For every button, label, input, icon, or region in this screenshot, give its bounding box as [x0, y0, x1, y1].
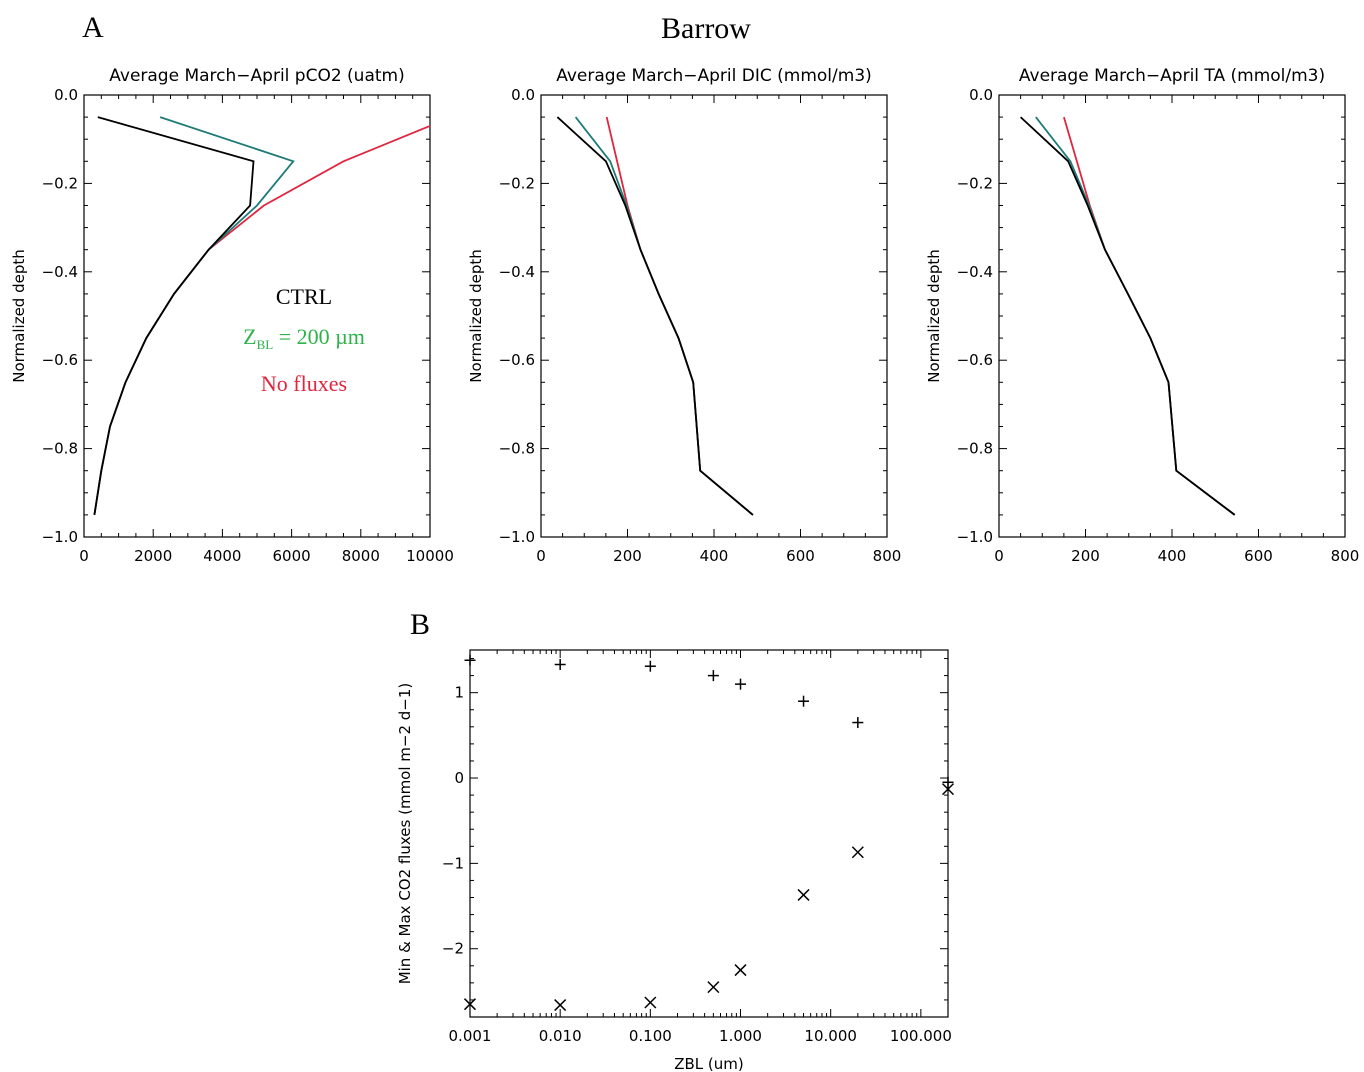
- pco2-xtick-label: 10000: [406, 547, 454, 565]
- pco2-series-zbl: [93, 116, 295, 516]
- chart-pco2: Average March−April pCO2 (uatm) 0 2000 4000…: [10, 66, 454, 565]
- chart-fluxes: 0.001 0.010 0.100 1.000 10.000 100.000 1 0 −1 −2 M…: [396, 649, 955, 1072]
- chart-ta: Average March−April TA (mmol/m3) 0 200 400 6…: [925, 66, 1359, 565]
- max-flux-point: [554, 659, 566, 671]
- legend-zbl-main: Z: [243, 324, 256, 349]
- ta-ytick-label: −0.4: [957, 263, 993, 281]
- fluxes-plot-frame: [469, 649, 949, 1018]
- min-flux-point: [707, 981, 720, 994]
- ta-series-ctrl: [1019, 116, 1236, 516]
- ta-xtick-label: 0: [994, 547, 1004, 565]
- min-flux-point: [644, 996, 657, 1009]
- ta-chart-title: Average March−April TA (mmol/m3): [1019, 66, 1325, 86]
- min-flux-point: [797, 888, 810, 901]
- ta-ytick-label: −0.2: [957, 174, 993, 192]
- panel-b-letter: B: [410, 608, 430, 641]
- max-flux-point: [464, 654, 476, 666]
- pco2-ytick-label: −1.0: [42, 528, 78, 546]
- min-flux-point: [734, 964, 747, 977]
- fluxes-xtick-label: 0.001: [449, 1027, 492, 1045]
- fluxes-xtick-label: 100.000: [890, 1027, 952, 1045]
- fluxes-ylabel: Min & Max CO2 fluxes (mmol m−2 d−1): [396, 683, 414, 985]
- dic-series-ctrl: [556, 116, 754, 516]
- min-flux-point: [463, 998, 477, 1011]
- max-flux-point: [707, 670, 719, 682]
- ta-ytick-label: −1.0: [957, 528, 993, 546]
- fluxes-ytick-label: −1: [442, 854, 464, 872]
- fluxes-xtick-label: 10.000: [804, 1027, 857, 1045]
- pco2-ytick-label: 0.0: [54, 86, 78, 104]
- dic-xtick-label: 400: [700, 547, 729, 565]
- pco2-ylabel: Normalized depth: [10, 249, 28, 383]
- fluxes-xlabel: ZBL (um): [674, 1055, 744, 1072]
- dic-ytick-label: 0.0: [511, 86, 535, 104]
- pco2-series-nofluxes: [93, 125, 431, 516]
- panel-a-letter: A: [82, 11, 104, 44]
- pco2-xtick-label: 8000: [342, 547, 380, 565]
- ta-ytick-label: −0.6: [957, 351, 993, 369]
- fluxes-ytick-label: −2: [442, 940, 464, 958]
- dic-ytick-label: −0.6: [499, 351, 535, 369]
- figure-title: Barrow: [661, 12, 751, 45]
- pco2-ytick-label: −0.8: [42, 440, 78, 458]
- legend-ctrl: CTRL: [276, 284, 332, 309]
- dic-series-nofluxes: [605, 116, 754, 516]
- ta-xtick-label: 600: [1244, 547, 1273, 565]
- max-flux-point: [644, 660, 656, 672]
- legend-zbl-sub: BL: [257, 337, 274, 352]
- fluxes-xtick-label: 0.010: [539, 1027, 582, 1045]
- pco2-chart-title: Average March−April pCO2 (uatm): [109, 66, 404, 86]
- ta-xtick-label: 400: [1158, 547, 1187, 565]
- pco2-ytick-label: −0.2: [42, 174, 78, 192]
- fluxes-xtick-label: 0.100: [629, 1027, 672, 1045]
- pco2-xtick-label: 4000: [203, 547, 241, 565]
- dic-ytick-label: −0.2: [499, 174, 535, 192]
- pco2-ytick-label: −0.6: [42, 351, 78, 369]
- ta-plot-frame: [998, 94, 1346, 538]
- legend: CTRL ZBL = 200 µm No fluxes: [243, 284, 365, 396]
- max-flux-point: [942, 776, 954, 788]
- max-flux-point: [852, 717, 864, 729]
- dic-plot-frame: [540, 94, 888, 538]
- ta-series-nofluxes: [1063, 116, 1236, 516]
- ta-ytick-label: −0.8: [957, 440, 993, 458]
- dic-chart-title: Average March−April DIC (mmol/m3): [556, 66, 872, 86]
- min-flux-point: [941, 783, 955, 796]
- min-flux-point: [554, 999, 567, 1012]
- ta-xtick-label: 200: [1071, 547, 1100, 565]
- fluxes-ytick-label: 0: [454, 769, 464, 787]
- dic-xtick-label: 0: [536, 547, 546, 565]
- max-flux-point: [798, 695, 810, 707]
- dic-xtick-label: 200: [613, 547, 642, 565]
- legend-zbl-rest: = 200 µm: [273, 324, 365, 349]
- ta-ylabel: Normalized depth: [925, 249, 943, 383]
- ta-ytick-label: 0.0: [969, 86, 993, 104]
- pco2-plot-frame: [83, 94, 431, 538]
- legend-nofluxes: No fluxes: [261, 371, 347, 396]
- dic-ytick-label: −0.4: [499, 263, 535, 281]
- fluxes-xtick-label: 1.000: [719, 1027, 762, 1045]
- pco2-xtick-label: 0: [79, 547, 89, 565]
- ta-xtick-label: 800: [1331, 547, 1360, 565]
- max-flux-point: [735, 678, 747, 690]
- dic-ytick-label: −1.0: [499, 528, 535, 546]
- dic-xtick-label: 800: [873, 547, 902, 565]
- min-flux-point: [851, 846, 864, 859]
- dic-ylabel: Normalized depth: [467, 249, 485, 383]
- fluxes-ytick-label: 1: [454, 684, 464, 702]
- pco2-xtick-label: 2000: [134, 547, 172, 565]
- chart-dic: Average March−April DIC (mmol/m3) 0 200 400…: [467, 66, 901, 565]
- pco2-ytick-label: −0.4: [42, 263, 78, 281]
- pco2-series-ctrl: [93, 116, 255, 516]
- dic-series-zbl: [574, 116, 754, 516]
- dic-ytick-label: −0.8: [499, 440, 535, 458]
- dic-xtick-label: 600: [786, 547, 815, 565]
- legend-zbl: ZBL = 200 µm: [243, 324, 365, 352]
- pco2-xtick-label: 6000: [273, 547, 311, 565]
- ta-series-zbl: [1035, 116, 1236, 516]
